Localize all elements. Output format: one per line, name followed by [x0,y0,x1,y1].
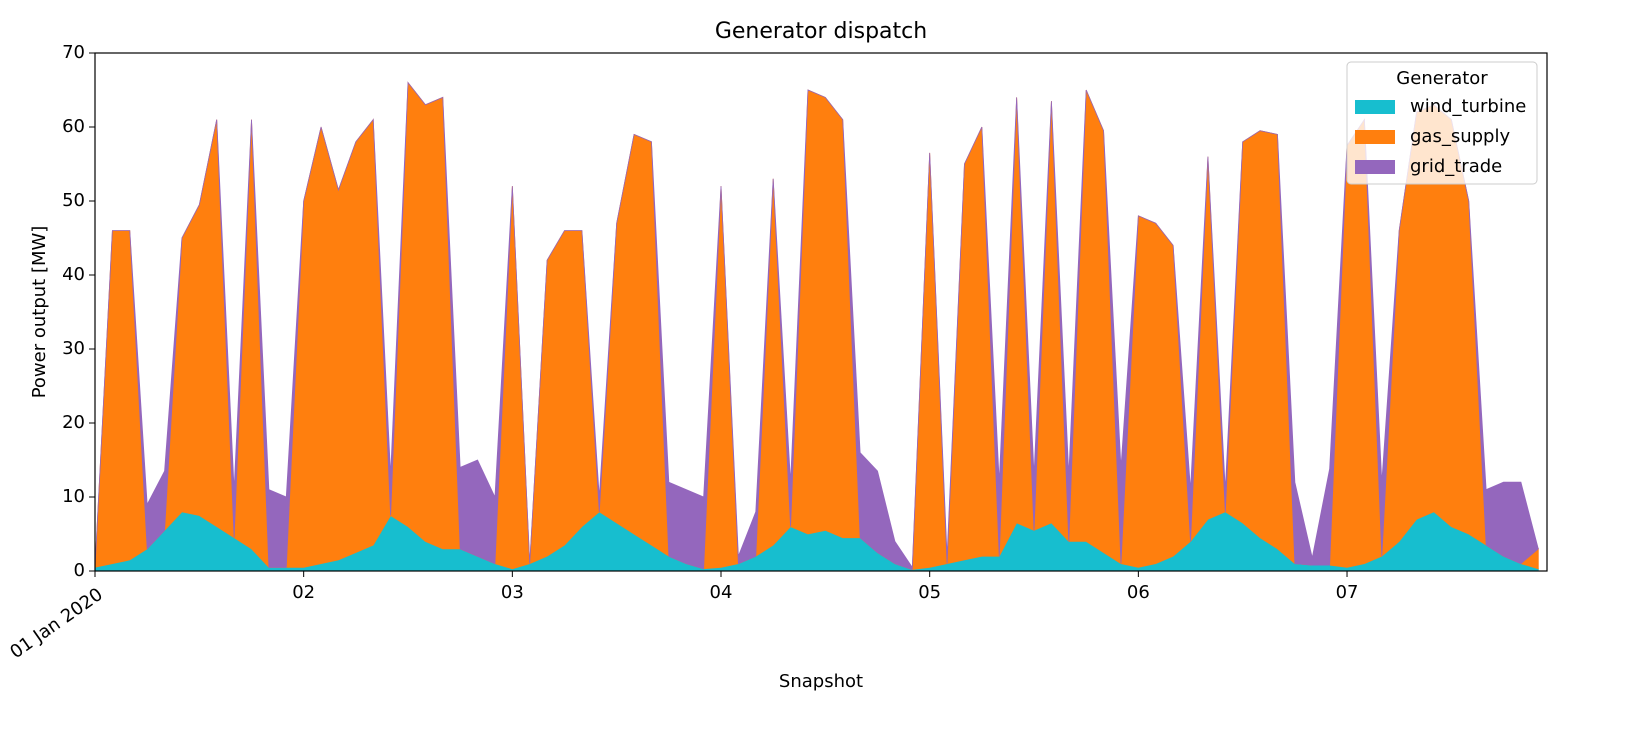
y-tick-label: 70 [62,42,85,63]
legend-swatch [1355,130,1395,144]
y-tick-label: 30 [62,338,85,359]
legend: Generator wind_turbine gas_supply grid_trad… [1346,61,1538,185]
y-tick-label: 60 [62,116,85,137]
y-tick-label: 50 [62,190,85,211]
x-tick-label: 02 [292,582,315,603]
x-tick-label: 03 [501,582,524,603]
legend-swatch [1355,100,1395,114]
y-tick-label: 0 [74,560,85,581]
chart-title: Generator dispatch [715,19,927,44]
area-gas-supply [94,81,1539,571]
legend-swatch [1355,160,1395,174]
x-axis-label: Snapshot [779,671,863,692]
plot-frame [94,52,1548,572]
legend-title: Generator [1396,68,1488,89]
legend-box [1346,61,1538,185]
legend-label: wind_turbine [1410,96,1526,117]
y-axis-label: Power output [MW] [29,226,50,399]
x-tick-label: 01 Jan 2020 [6,584,106,663]
x-tick-label: 07 [1336,582,1359,603]
y-tick-label: 10 [62,486,85,507]
area-grid-trade [94,81,1539,571]
x-tick-label: 06 [1127,582,1150,603]
y-tick-label: 40 [62,264,85,285]
x-tick-label: 05 [918,582,941,603]
legend-label: gas_supply [1410,126,1510,147]
legend-label: grid_trade [1410,156,1502,177]
y-tick-label: 20 [62,412,85,433]
x-tick-label: 04 [710,582,733,603]
